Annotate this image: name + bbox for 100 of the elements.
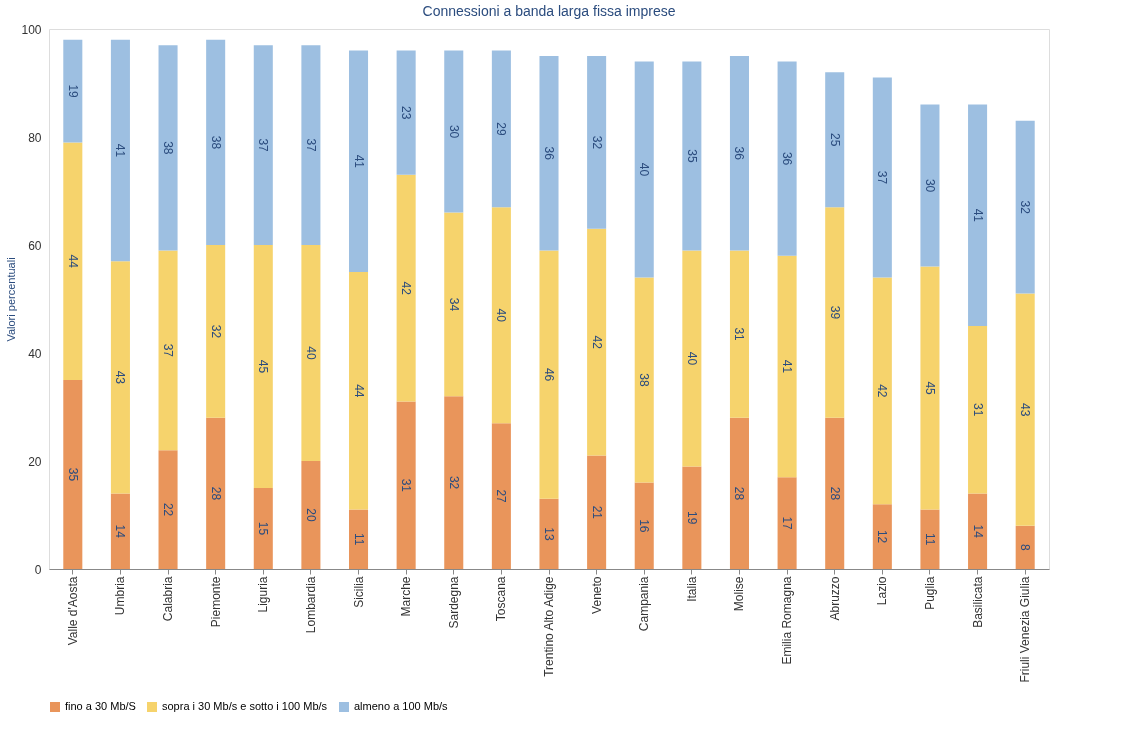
data-label: 16 xyxy=(637,519,652,533)
bar xyxy=(539,56,559,251)
x-tick-label: Trentino Alto Adige xyxy=(542,576,556,677)
x-tick-label: Lombardia xyxy=(303,576,318,634)
data-label: 40 xyxy=(303,346,318,360)
bar xyxy=(253,488,273,569)
data-label: 28 xyxy=(208,486,223,501)
bar xyxy=(253,45,273,245)
x-tick-label: Friuli Venezia Giulia xyxy=(1018,576,1033,683)
legend-label: fino a 30 Mb/S xyxy=(65,700,136,712)
x-tick-label: Marche xyxy=(399,576,414,617)
data-label: 21 xyxy=(589,505,604,520)
bar xyxy=(63,39,83,143)
y-tick-label: 60 xyxy=(28,238,42,253)
data-label: 35 xyxy=(684,149,699,163)
x-tick-label: Liguria xyxy=(256,576,271,613)
bar xyxy=(777,477,797,569)
data-label: 27 xyxy=(494,489,509,504)
legend-label: sopra i 30 Mb/s e sotto i 100 Mb/s xyxy=(162,700,328,712)
data-label: 8 xyxy=(1018,544,1033,552)
data-label: 43 xyxy=(113,370,128,385)
x-tick-label: Sicilia xyxy=(351,576,366,608)
bar xyxy=(349,50,369,272)
data-label: 22 xyxy=(161,502,176,517)
bar xyxy=(729,417,749,569)
bar xyxy=(158,45,178,251)
data-label: 30 xyxy=(922,178,937,193)
data-label: 32 xyxy=(589,135,604,150)
bar xyxy=(110,261,130,494)
bar xyxy=(491,207,511,424)
x-tick-label: Lazio xyxy=(875,576,890,606)
bar xyxy=(634,277,654,483)
data-label: 36 xyxy=(542,146,556,161)
data-label: 42 xyxy=(875,384,890,398)
bar xyxy=(825,207,845,418)
x-tick-label: Sardegna xyxy=(446,576,461,629)
data-label: 43 xyxy=(1018,403,1033,417)
bar xyxy=(206,245,226,418)
data-label: 36 xyxy=(780,151,795,166)
data-label: 32 xyxy=(446,475,461,490)
bar xyxy=(253,245,273,488)
data-label: 41 xyxy=(351,154,366,169)
bar xyxy=(539,498,559,569)
x-tick-label: Emilia Romagna xyxy=(780,576,795,665)
x-tick-label: Umbria xyxy=(113,576,128,616)
data-label: 32 xyxy=(208,324,223,339)
x-tick-label: Valle d'Aosta xyxy=(65,576,80,646)
bar xyxy=(444,396,464,569)
data-label: 45 xyxy=(922,381,937,396)
data-label: 40 xyxy=(637,162,652,177)
bar xyxy=(968,493,988,569)
bar xyxy=(968,104,988,326)
bar xyxy=(920,509,940,569)
bar xyxy=(349,272,369,510)
data-label: 19 xyxy=(684,511,699,525)
x-tick-label: Calabria xyxy=(161,576,176,622)
bar xyxy=(920,266,940,510)
bar xyxy=(872,277,892,505)
data-label: 15 xyxy=(256,521,271,536)
data-label: 28 xyxy=(827,486,842,501)
bar xyxy=(301,45,321,245)
bar xyxy=(206,39,226,245)
bar xyxy=(1015,293,1035,526)
x-tick-label: Piemonte xyxy=(208,576,223,628)
bar xyxy=(1015,120,1035,294)
data-label: 41 xyxy=(113,143,128,158)
bar xyxy=(396,50,416,175)
bar xyxy=(682,466,702,569)
x-tick-label: Italia xyxy=(684,576,699,602)
bar xyxy=(491,50,511,208)
bar xyxy=(777,255,797,478)
data-label: 19 xyxy=(65,84,80,99)
data-label: 38 xyxy=(208,135,223,150)
data-label: 37 xyxy=(256,138,271,153)
bar xyxy=(396,401,416,569)
chart-title: Connessioni a banda larga fissa imprese xyxy=(422,3,676,19)
bar xyxy=(1015,525,1035,569)
data-label: 12 xyxy=(875,529,890,544)
data-label: 14 xyxy=(970,524,985,539)
bar xyxy=(872,77,892,278)
x-tick-label: Basilicata xyxy=(970,576,985,628)
data-label: 40 xyxy=(494,308,509,323)
data-label: 30 xyxy=(446,124,461,139)
data-label: 37 xyxy=(303,138,318,153)
data-label: 14 xyxy=(113,524,128,539)
data-label: 11 xyxy=(922,533,937,546)
data-label: 38 xyxy=(637,373,652,387)
data-label: 28 xyxy=(732,486,747,501)
bar xyxy=(729,250,749,418)
data-label: 38 xyxy=(161,141,176,155)
data-label: 25 xyxy=(827,133,842,147)
bar xyxy=(110,39,130,262)
data-label: 39 xyxy=(827,305,842,320)
bar xyxy=(587,455,607,569)
bar xyxy=(444,50,464,213)
bar xyxy=(825,417,845,569)
bar xyxy=(301,245,321,461)
data-label: 20 xyxy=(303,508,318,522)
data-label: 40 xyxy=(684,351,699,366)
data-label: 42 xyxy=(589,335,604,350)
